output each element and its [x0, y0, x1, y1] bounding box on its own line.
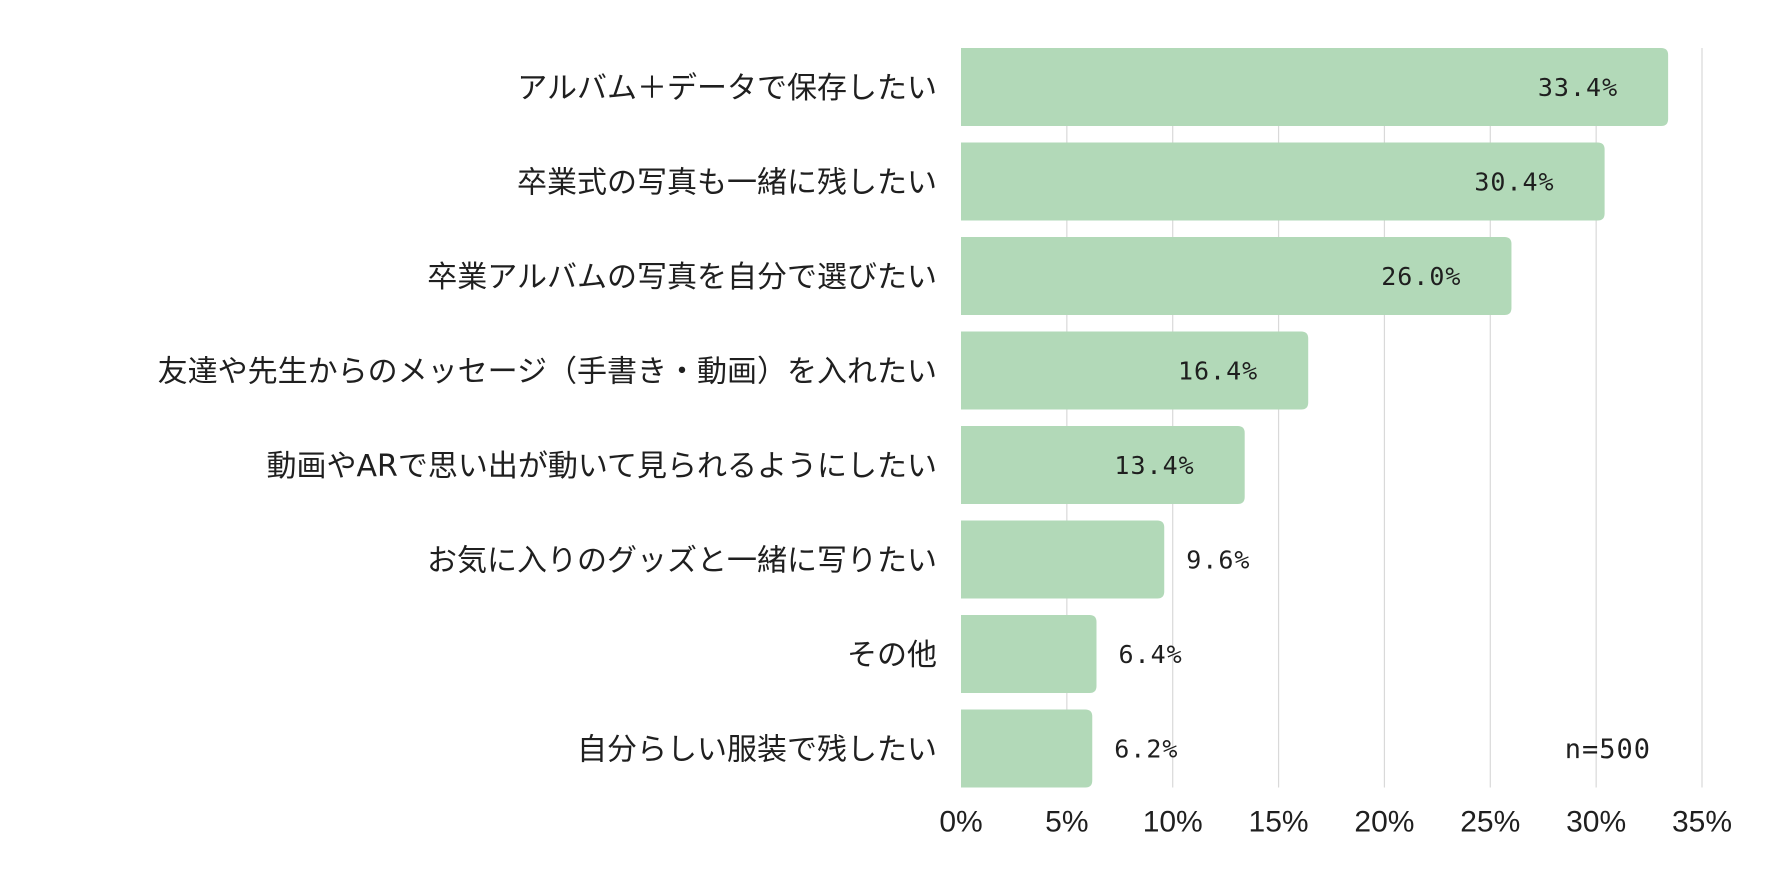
category-labels: アルバム＋データで保存したい卒業式の写真も一緒に残したい卒業アルバムの写真を自分…: [158, 71, 937, 768]
bar: [961, 709, 1093, 788]
value-label: 6.2%: [1114, 735, 1178, 764]
value-label: 30.4%: [1474, 168, 1554, 197]
bar: [961, 615, 1097, 693]
bar: [961, 237, 1512, 315]
value-labels: 33.4% 30.4% 26.0% 16.4% 13.4% 9.6% 6.4% 6.2%: [1114, 73, 1618, 764]
category-label: お気に入りのグッズと一緒に写りたい: [427, 544, 937, 579]
x-axis-tick-labels: 0% 5% 10% 15% 20% 25% 30% 35%: [939, 806, 1732, 839]
bar: [961, 142, 1605, 221]
category-label: その他: [847, 638, 937, 673]
x-tick-label: 25%: [1460, 806, 1520, 839]
value-label: 33.4%: [1538, 73, 1618, 102]
category-label: 動画やARで思い出が動いて見られるようにしたい: [267, 449, 937, 484]
x-tick-label: 10%: [1143, 806, 1203, 839]
value-label: 13.4%: [1114, 451, 1194, 480]
bar: [961, 48, 1669, 126]
bar: [961, 426, 1245, 504]
value-label: 16.4%: [1178, 357, 1258, 386]
x-tick-label: 20%: [1354, 806, 1414, 839]
value-label: 9.6%: [1186, 546, 1250, 575]
x-tick-label: 0%: [939, 806, 982, 839]
x-tick-label: 15%: [1249, 806, 1309, 839]
category-label: 自分らしい服装で残したい: [577, 733, 937, 768]
value-label: 26.0%: [1381, 262, 1461, 291]
value-label: 6.4%: [1118, 640, 1182, 669]
category-label: 卒業式の写真も一緒に残したい: [517, 166, 937, 201]
category-label: アルバム＋データで保存したい: [517, 71, 937, 106]
category-label: 卒業アルバムの写真を自分で選びたい: [427, 260, 937, 295]
x-tick-label: 5%: [1045, 806, 1088, 839]
x-tick-label: 30%: [1566, 806, 1626, 839]
sample-size-note: n=500: [1565, 734, 1651, 765]
x-tick-label: 35%: [1672, 806, 1732, 839]
bar: [961, 331, 1309, 410]
category-label: 友達や先生からのメッセージ（手書き・動画）を入れたい: [158, 355, 937, 390]
bar: [961, 520, 1165, 599]
bars: [961, 48, 1669, 788]
